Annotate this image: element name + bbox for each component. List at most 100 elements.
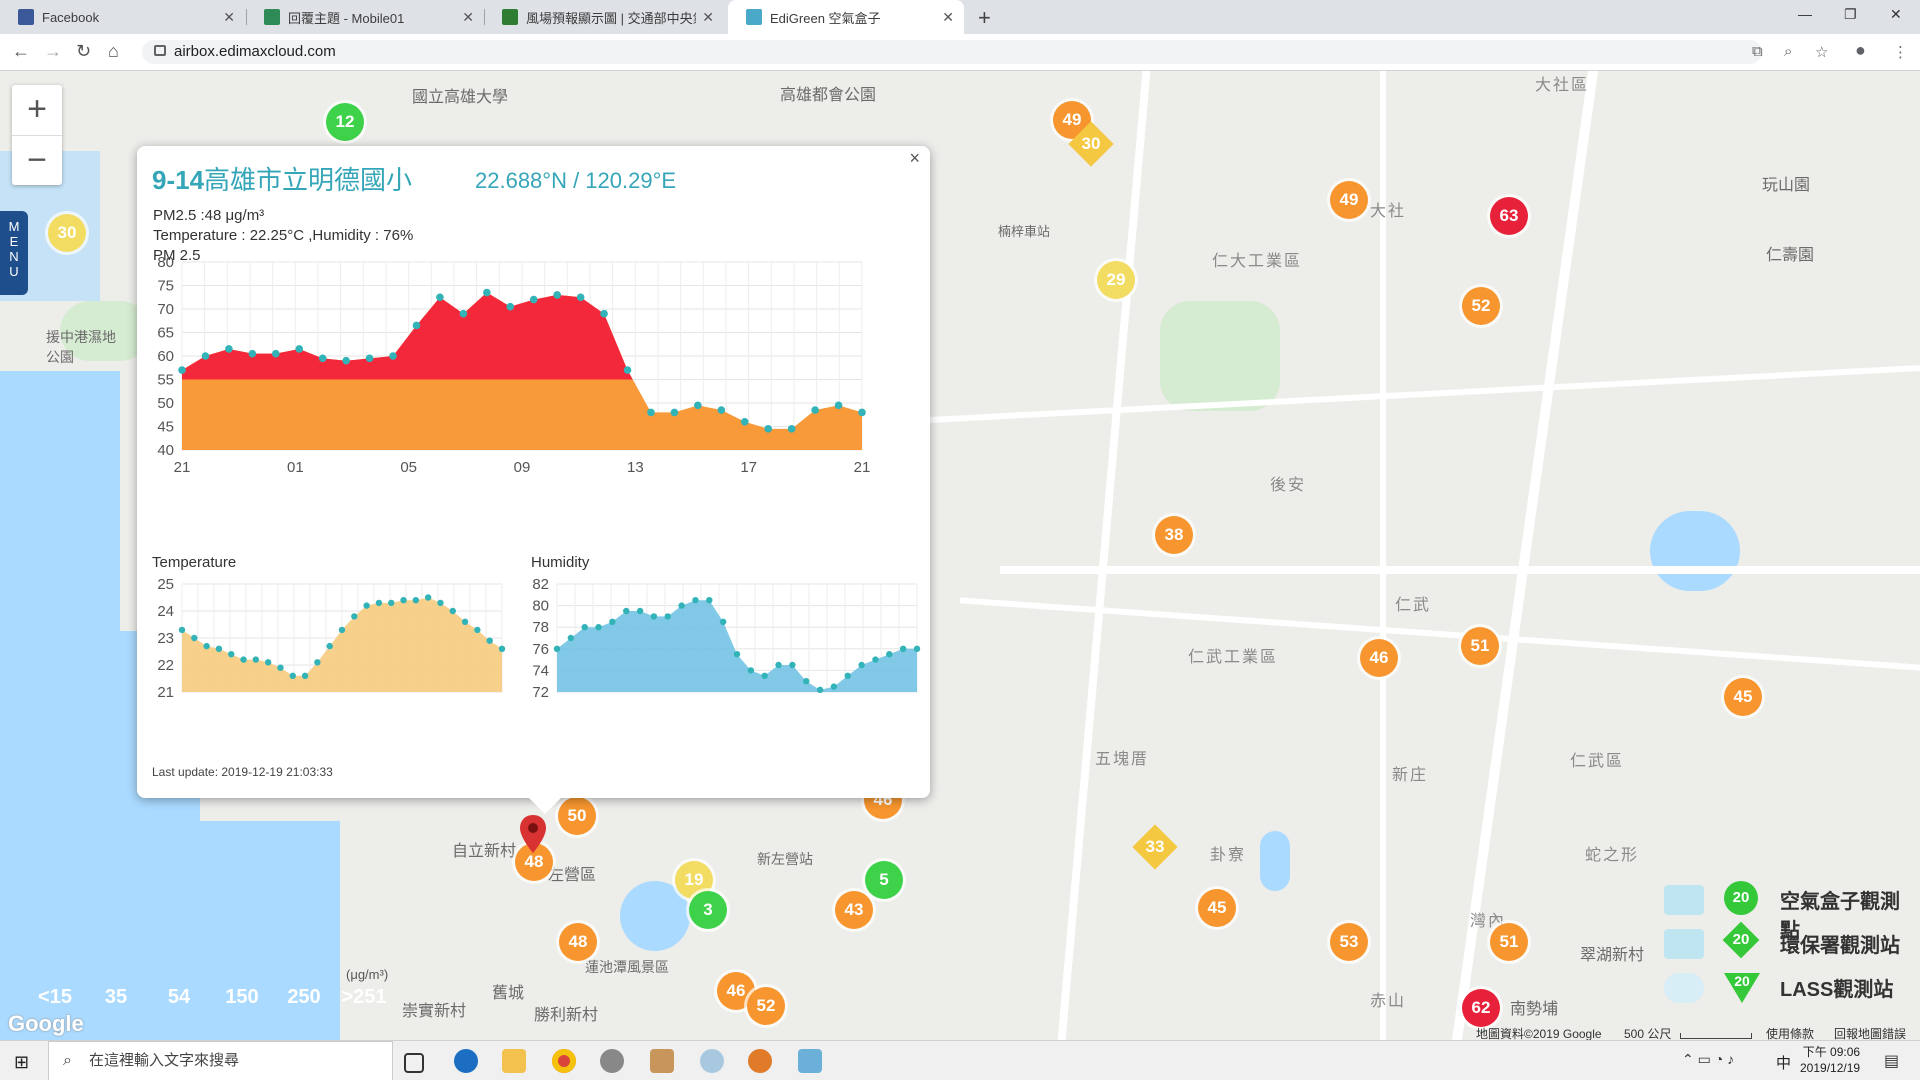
data-point[interactable] bbox=[567, 634, 575, 642]
data-point[interactable] bbox=[576, 293, 585, 302]
minimize-icon[interactable]: — bbox=[1798, 6, 1812, 22]
bookmark-star-icon[interactable]: ☆ bbox=[1815, 44, 1829, 61]
close-tab-icon[interactable]: ✕ bbox=[702, 9, 714, 25]
data-point[interactable] bbox=[886, 651, 893, 658]
data-point[interactable] bbox=[314, 659, 321, 666]
data-point[interactable] bbox=[694, 401, 702, 410]
epa-station-marker[interactable]: 30 bbox=[1068, 121, 1114, 167]
data-point[interactable] bbox=[351, 613, 358, 620]
translate-icon[interactable]: ⧉ bbox=[1752, 43, 1763, 60]
data-point[interactable] bbox=[215, 645, 223, 652]
data-point[interactable] bbox=[326, 642, 333, 650]
chrome-icon[interactable] bbox=[552, 1049, 576, 1073]
airbox-marker[interactable]: 45 bbox=[1198, 889, 1236, 927]
home-icon[interactable]: ⌂ bbox=[108, 41, 119, 61]
menu-dots-icon[interactable]: ⋮ bbox=[1893, 44, 1908, 61]
data-point[interactable] bbox=[761, 672, 768, 679]
data-point[interactable] bbox=[636, 607, 644, 615]
data-point[interactable] bbox=[678, 602, 685, 609]
windows-start-icon[interactable]: ⊞ bbox=[14, 1052, 30, 1072]
data-point[interactable] bbox=[318, 354, 327, 363]
data-point[interactable] bbox=[248, 349, 257, 358]
airbox-marker[interactable]: 30 bbox=[48, 214, 86, 252]
data-point[interactable] bbox=[474, 626, 481, 634]
data-point[interactable] bbox=[449, 607, 456, 615]
data-point[interactable] bbox=[811, 406, 819, 414]
close-popup-button[interactable]: × bbox=[909, 148, 920, 168]
data-point[interactable] bbox=[844, 672, 851, 679]
data-point[interactable] bbox=[277, 664, 284, 671]
data-point[interactable] bbox=[858, 408, 866, 417]
airbox-marker[interactable]: 52 bbox=[747, 987, 785, 1025]
data-point[interactable] bbox=[338, 626, 346, 634]
data-point[interactable] bbox=[412, 597, 420, 604]
data-point[interactable] bbox=[623, 366, 632, 374]
airbox-marker[interactable]: 46 bbox=[717, 972, 755, 1010]
app-icon[interactable] bbox=[650, 1049, 674, 1073]
taskbar-clock[interactable]: 下午 09:06 2019/12/19 bbox=[1800, 1044, 1860, 1076]
map-canvas[interactable]: 國立高雄大學 高雄都會公園 大社區 仁大工業區 楠梓車站 後安 仁武 仁武工業區… bbox=[0, 71, 1920, 1041]
data-point[interactable] bbox=[899, 645, 907, 652]
location-pin-icon[interactable] bbox=[518, 813, 548, 855]
zoom-icon[interactable]: ⌕ bbox=[1784, 43, 1793, 60]
data-point[interactable] bbox=[483, 288, 491, 297]
zoom-out-button[interactable]: − bbox=[27, 141, 47, 179]
taskbar-search-box[interactable]: ⌕ 在這裡輸入文字來搜尋 bbox=[48, 1041, 393, 1080]
data-point[interactable] bbox=[913, 645, 921, 652]
data-point[interactable] bbox=[775, 661, 782, 669]
tab-edigreen[interactable]: EdiGreen 空氣盒子 ✕ bbox=[728, 0, 964, 34]
data-point[interactable] bbox=[264, 659, 272, 666]
data-point[interactable] bbox=[436, 293, 444, 302]
airbox-marker[interactable]: 3 bbox=[689, 891, 727, 929]
forward-icon[interactable]: → bbox=[44, 41, 62, 61]
airbox-marker[interactable]: 45 bbox=[1724, 678, 1762, 716]
data-point[interactable] bbox=[650, 613, 658, 620]
menu-button[interactable]: M E N U bbox=[0, 211, 28, 295]
airbox-marker[interactable]: 51 bbox=[1490, 923, 1528, 961]
data-point[interactable] bbox=[412, 321, 421, 330]
map-scale[interactable]: 500 公尺 bbox=[1624, 1027, 1672, 1041]
app-icon[interactable] bbox=[798, 1049, 822, 1073]
epa-station-marker[interactable]: 33 bbox=[1132, 824, 1178, 870]
data-point[interactable] bbox=[789, 661, 796, 669]
data-point[interactable] bbox=[553, 291, 561, 299]
data-point[interactable] bbox=[803, 678, 810, 685]
airbox-marker[interactable]: 51 bbox=[1461, 627, 1499, 665]
restore-icon[interactable]: ❐ bbox=[1844, 6, 1857, 22]
data-point[interactable] bbox=[647, 408, 655, 417]
data-point[interactable] bbox=[252, 656, 260, 663]
airbox-marker[interactable]: 48 bbox=[559, 923, 597, 961]
airbox-marker[interactable]: 63 bbox=[1490, 197, 1528, 235]
data-point[interactable] bbox=[289, 672, 296, 679]
data-point[interactable] bbox=[816, 686, 824, 694]
data-point[interactable] bbox=[719, 618, 727, 625]
data-point[interactable] bbox=[581, 624, 588, 631]
data-point[interactable] bbox=[872, 656, 879, 663]
data-point[interactable] bbox=[830, 683, 838, 690]
tab-weather[interactable]: 風場預報顯示圖 | 交通部中央氣象 ✕ bbox=[484, 0, 724, 34]
new-tab-button[interactable]: + bbox=[978, 5, 991, 30]
data-point[interactable] bbox=[787, 425, 796, 433]
data-point[interactable] bbox=[553, 645, 561, 652]
app-icon[interactable] bbox=[748, 1049, 772, 1073]
airbox-marker[interactable]: 43 bbox=[835, 891, 873, 929]
data-point[interactable] bbox=[240, 656, 247, 663]
data-point[interactable] bbox=[228, 651, 235, 658]
data-point[interactable] bbox=[706, 597, 713, 604]
data-point[interactable] bbox=[623, 607, 630, 615]
data-point[interactable] bbox=[733, 651, 741, 658]
airbox-marker[interactable]: 38 bbox=[1155, 516, 1193, 554]
url-field[interactable]: airbox.edimaxcloud.com bbox=[142, 40, 1762, 64]
airbox-marker[interactable]: 29 bbox=[1097, 261, 1135, 299]
edge-icon[interactable] bbox=[454, 1049, 478, 1073]
data-point[interactable] bbox=[764, 425, 773, 433]
data-point[interactable] bbox=[178, 366, 186, 374]
back-icon[interactable]: ← bbox=[12, 41, 30, 61]
data-point[interactable] bbox=[664, 613, 671, 620]
airbox-marker[interactable]: 5 bbox=[865, 861, 903, 899]
airbox-marker[interactable]: 46 bbox=[1360, 639, 1398, 677]
data-point[interactable] bbox=[203, 642, 210, 650]
profile-icon[interactable]: ● bbox=[1855, 40, 1866, 60]
data-point[interactable] bbox=[301, 672, 309, 679]
data-point[interactable] bbox=[225, 345, 233, 353]
